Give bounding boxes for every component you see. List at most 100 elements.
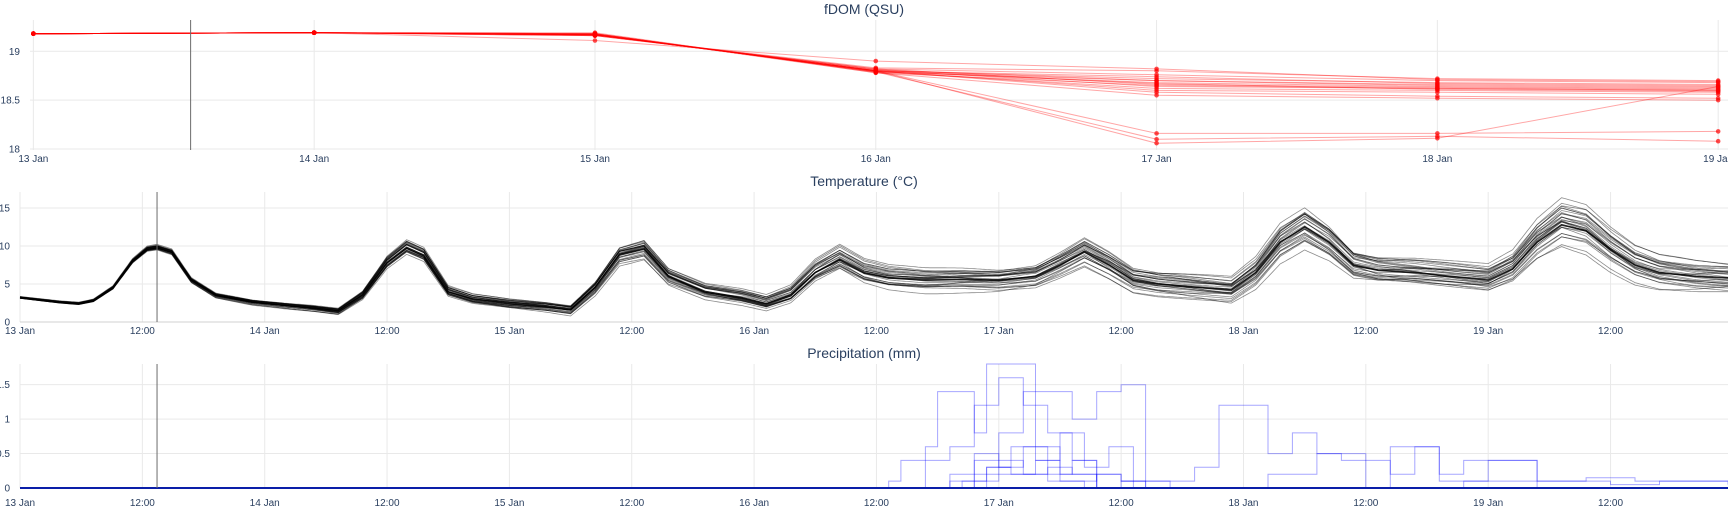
fdom-point <box>1715 79 1721 84</box>
precipitation-member-line <box>962 432 1134 489</box>
temperature-member-line <box>19 213 1728 310</box>
y-tick-label: 1 <box>4 415 10 426</box>
x-tick-label: 18 Jan <box>1228 498 1258 507</box>
y-tick-label: 10 <box>0 241 10 252</box>
precipitation-member-line <box>900 363 1098 489</box>
x-tick-label: 12:00 <box>864 326 889 337</box>
precipitation-member-line <box>925 446 1098 489</box>
fdom-point <box>1715 138 1721 144</box>
fdom-point <box>1154 81 1159 86</box>
y-tick-label: 15 <box>0 203 10 214</box>
fdom-point <box>1715 129 1721 134</box>
x-tick-label: 16 Jan <box>739 326 769 337</box>
temperature-panel: Temperature (°C) 13 Jan 12:00 14 Jan 12:00 15… <box>0 173 1728 337</box>
fdom-point <box>1435 77 1440 82</box>
x-tick-label: 12:00 <box>1353 498 1378 507</box>
x-tick-label: 15 Jan <box>494 326 524 337</box>
x-tick-label: 19 Jan <box>1473 498 1503 507</box>
temperature-member-line <box>19 210 1728 311</box>
chart-title: Precipitation (mm) <box>807 345 921 361</box>
precipitation-member-line <box>1096 404 1367 489</box>
fdom-point <box>1154 66 1159 72</box>
fdom-point <box>873 68 879 74</box>
fdom-point <box>1154 140 1159 146</box>
precipitation-member-line <box>1341 446 1728 489</box>
x-tick-label: 12:00 <box>375 326 400 337</box>
temperature-member-line <box>19 213 1728 310</box>
x-tick-label: 12:00 <box>130 326 155 337</box>
temperature-member-line <box>19 240 1728 315</box>
x-tick-label: 14 Jan <box>250 498 280 507</box>
temperature-member-line <box>19 216 1728 311</box>
x-tick-label: 12:00 <box>1109 498 1134 507</box>
temperature-member-line <box>19 202 1728 311</box>
y-tick-label: 1.5 <box>0 380 10 391</box>
temperature-member-line <box>19 232 1728 316</box>
fdom-point <box>1715 89 1721 94</box>
temperature-member-line <box>19 207 1728 310</box>
fdom-point <box>592 32 598 37</box>
temperature-member-line <box>19 232 1728 314</box>
x-tick-label: 16 Jan <box>861 154 891 165</box>
fdom-point <box>1715 84 1721 89</box>
y-tick-label: 18 <box>9 145 21 156</box>
x-tick-label: 14 Jan <box>250 326 280 337</box>
precipitation-member-line <box>1414 480 1728 489</box>
series-group <box>20 363 1728 489</box>
fdom-point <box>1435 87 1440 92</box>
x-tick-label: 17 Jan <box>984 326 1014 337</box>
x-tick-label: 16 Jan <box>739 498 769 507</box>
fdom-point <box>873 58 879 64</box>
precipitation-member-line <box>1243 446 1538 489</box>
x-tick-label: 17 Jan <box>1142 154 1172 165</box>
y-tick-label: 0 <box>4 484 10 495</box>
temperature-member-line <box>19 207 1728 310</box>
y-tick-label: 19 <box>9 47 21 58</box>
temperature-member-line <box>19 205 1728 310</box>
x-tick-label: 18 Jan <box>1228 326 1258 337</box>
series-group <box>31 30 1721 146</box>
temperature-mean-line <box>19 223 1728 313</box>
x-tick-label: 13 Jan <box>5 326 35 337</box>
fdom-point <box>31 31 36 36</box>
x-tick-label: 19 Jan <box>1473 326 1503 337</box>
y-tick-label: 18.5 <box>1 96 21 107</box>
fdom-panel: fDOM (QSU) 13 Jan 14 Jan 15 Jan 16 Jan 17 Jan… <box>1 1 1728 165</box>
x-tick-label: 12:00 <box>1598 498 1623 507</box>
precipitation-member-line <box>949 459 1098 489</box>
temperature-member-line <box>19 233 1728 314</box>
fdom-point <box>1435 83 1440 88</box>
x-tick-label: 15 Jan <box>580 154 610 165</box>
precipitation-panel: Precipitation (mm) 13 Jan 12:00 14 Jan 12:00… <box>0 345 1728 507</box>
temperature-member-line <box>19 205 1728 309</box>
x-tick-label: 12:00 <box>619 326 644 337</box>
precipitation-member-line <box>937 459 1085 489</box>
x-tick-label: 12:00 <box>1109 326 1134 337</box>
x-tick-label: 14 Jan <box>299 154 329 165</box>
x-tick-label: 13 Jan <box>18 154 48 165</box>
fdom-point <box>1715 95 1721 101</box>
y-tick-label: 5 <box>4 279 10 290</box>
chart-title: Temperature (°C) <box>810 173 918 189</box>
x-tick-label: 12:00 <box>130 498 155 507</box>
fdom-point <box>1435 135 1440 141</box>
y-tick-label: 0 <box>4 318 10 329</box>
temperature-member-line <box>19 221 1728 311</box>
chart-title: fDOM (QSU) <box>824 1 904 17</box>
x-tick-label: 12:00 <box>375 498 400 507</box>
fdom-point <box>1435 93 1440 99</box>
x-tick-label: 17 Jan <box>984 498 1014 507</box>
x-tick-label: 15 Jan <box>494 498 524 507</box>
precipitation-member-line <box>949 384 1147 489</box>
fdom-point <box>1154 90 1159 95</box>
x-tick-label: 12:00 <box>619 498 644 507</box>
temperature-member-line <box>19 212 1728 310</box>
precipitation-member-line <box>925 473 1171 489</box>
temperature-member-line <box>19 216 1728 310</box>
temperature-member-line <box>19 246 1728 317</box>
temperature-member-line <box>19 197 1728 310</box>
fdom-point <box>1154 136 1159 142</box>
x-tick-label: 12:00 <box>864 498 889 507</box>
fdom-point <box>592 38 598 43</box>
